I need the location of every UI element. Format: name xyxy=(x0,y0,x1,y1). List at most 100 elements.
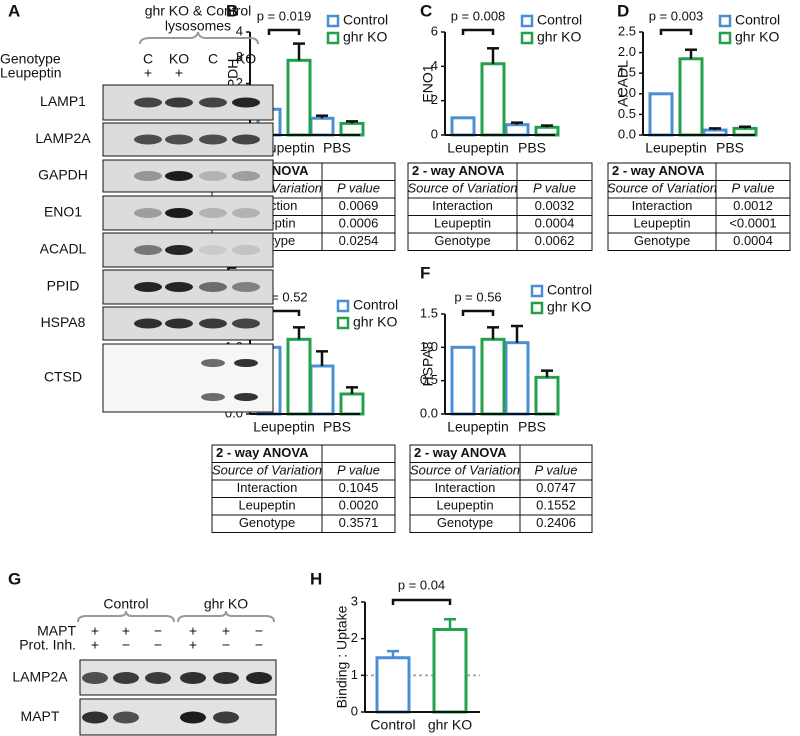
bar xyxy=(286,58,312,137)
y-tick-label: 4 xyxy=(236,23,243,38)
error-bar xyxy=(511,121,523,125)
band xyxy=(213,672,239,684)
bar xyxy=(504,123,530,137)
band xyxy=(246,672,272,684)
blot-header: ghr KO & Control xyxy=(145,3,252,19)
y-tick-label: 1.0 xyxy=(618,85,636,100)
significance-bracket xyxy=(391,598,452,605)
legend-label: Control xyxy=(343,12,388,28)
lane-label: − xyxy=(255,637,263,653)
y-tick-label: 2 xyxy=(351,630,358,645)
bar xyxy=(339,121,365,137)
x-tick-label: Leupeptin xyxy=(447,140,509,156)
bar xyxy=(450,345,476,416)
error-bar xyxy=(487,47,499,64)
legend-swatch xyxy=(718,14,732,28)
blot-label: LAMP2A xyxy=(35,130,91,146)
table-cell: 0.0254 xyxy=(339,233,379,248)
table-cell: Genotype xyxy=(434,233,490,248)
y-tick-label: 4 xyxy=(431,58,438,73)
band xyxy=(180,672,206,684)
band xyxy=(232,282,260,292)
legend-swatch xyxy=(530,301,544,315)
table-cell: 0.0062 xyxy=(535,233,575,248)
panel-label: H xyxy=(310,569,322,588)
brace xyxy=(77,610,175,623)
band xyxy=(232,134,260,145)
table-cell: Interaction xyxy=(432,198,493,213)
y-tick-label: 2 xyxy=(431,92,438,107)
band xyxy=(213,711,239,724)
bar xyxy=(309,116,335,137)
table-cell: 0.0004 xyxy=(535,216,575,231)
table-cell: Leupeptin xyxy=(436,498,493,513)
band xyxy=(199,208,227,218)
error-bar xyxy=(346,120,358,124)
band xyxy=(165,318,193,329)
brace xyxy=(139,31,259,45)
band xyxy=(165,134,193,145)
table-cell: Genotype xyxy=(437,515,493,530)
band xyxy=(134,134,162,145)
band xyxy=(201,393,225,401)
bar xyxy=(504,341,530,416)
error-bar xyxy=(387,649,399,658)
table-cell: Genotype xyxy=(634,233,690,248)
anova-table xyxy=(409,444,593,533)
significance-bracket xyxy=(461,309,495,316)
table-title: 2 - way ANOVA xyxy=(612,163,705,178)
band xyxy=(134,171,162,181)
band xyxy=(199,245,227,255)
lane-label: − xyxy=(255,623,263,639)
lane-label: − xyxy=(222,637,230,653)
bar xyxy=(480,337,506,416)
bar xyxy=(375,656,411,714)
bar xyxy=(534,375,560,416)
p-value: p = 0.003 xyxy=(649,8,704,23)
error-bar xyxy=(444,617,456,630)
error-bar xyxy=(685,48,697,59)
anova-table xyxy=(607,162,791,251)
table-header: P value xyxy=(533,181,576,196)
table-header: Source of Variation xyxy=(410,463,520,478)
table-cell: 0.0006 xyxy=(339,216,379,231)
group-label: ghr KO xyxy=(204,596,248,612)
x-tick-label: Control xyxy=(370,717,415,733)
row-label: MAPT xyxy=(37,623,76,639)
lane-label: + xyxy=(144,65,152,81)
band xyxy=(82,672,108,684)
error-bar xyxy=(739,125,751,129)
error-bar xyxy=(541,369,553,378)
legend-label: Control xyxy=(353,297,398,313)
table-header: P value xyxy=(337,181,380,196)
blot-label: LAMP2A xyxy=(12,669,68,685)
lane-label: + xyxy=(122,623,130,639)
p-value: p = 0.008 xyxy=(451,8,506,23)
blot-label: LAMP1 xyxy=(40,93,86,109)
band xyxy=(199,282,227,292)
error-bar xyxy=(709,127,721,131)
group-label: Control xyxy=(103,596,148,612)
lane-label: + xyxy=(222,623,230,639)
band xyxy=(232,318,260,329)
table-cell: 0.1552 xyxy=(536,498,576,513)
bar xyxy=(450,116,476,137)
blot-label: MAPT xyxy=(21,708,60,724)
panel-label: C xyxy=(420,1,432,20)
bar xyxy=(339,392,365,416)
x-tick-label: PBS xyxy=(716,140,744,156)
bar xyxy=(678,57,704,137)
bar xyxy=(286,337,312,416)
band xyxy=(134,245,162,255)
table-header: Source of Variation xyxy=(607,181,717,196)
blot-label: ACADL xyxy=(40,241,87,257)
band xyxy=(234,393,258,401)
lane-label: C xyxy=(208,51,218,67)
y-axis-title: ENO1 xyxy=(420,64,436,102)
band xyxy=(165,245,193,255)
band xyxy=(165,208,193,218)
y-tick-label: 1 xyxy=(351,667,358,682)
blot xyxy=(102,343,274,413)
x-tick-label: ghr KO xyxy=(428,717,472,733)
